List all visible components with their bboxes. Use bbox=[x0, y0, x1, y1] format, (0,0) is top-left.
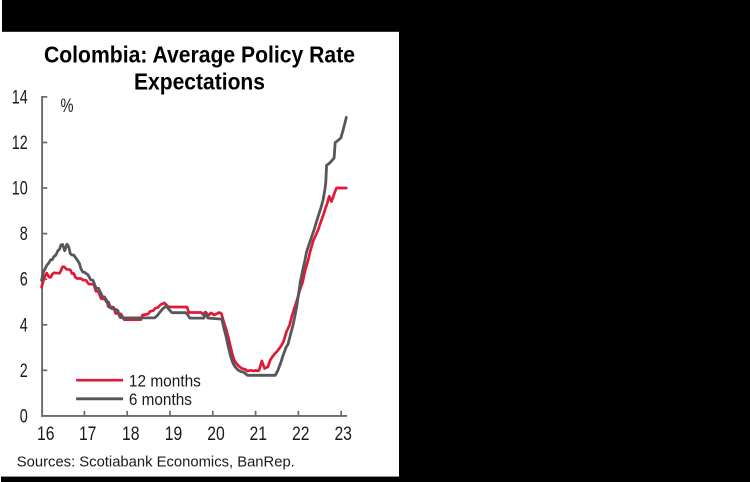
svg-text:18: 18 bbox=[122, 424, 140, 445]
svg-text:19: 19 bbox=[165, 424, 183, 445]
svg-text:6 months: 6 months bbox=[129, 390, 192, 409]
svg-text:21: 21 bbox=[250, 424, 268, 445]
svg-text:Expectations: Expectations bbox=[134, 68, 265, 94]
svg-text:17: 17 bbox=[79, 424, 97, 445]
svg-text:20: 20 bbox=[207, 424, 225, 445]
svg-text:14: 14 bbox=[12, 87, 28, 108]
svg-text:Colombia: Average Policy Rate: Colombia: Average Policy Rate bbox=[44, 42, 355, 68]
svg-text:16: 16 bbox=[37, 424, 55, 445]
svg-text:2: 2 bbox=[20, 361, 28, 382]
svg-text:0: 0 bbox=[20, 406, 28, 427]
svg-text:Sources: Scotiabank Economics,: Sources: Scotiabank Economics, BanRep. bbox=[17, 454, 295, 470]
svg-text:4: 4 bbox=[20, 315, 28, 336]
svg-text:22: 22 bbox=[292, 424, 310, 445]
svg-text:8: 8 bbox=[20, 224, 28, 245]
svg-text:%: % bbox=[61, 96, 74, 117]
svg-text:6: 6 bbox=[20, 270, 28, 291]
svg-text:10: 10 bbox=[12, 179, 28, 200]
svg-text:23: 23 bbox=[334, 424, 352, 445]
svg-text:12: 12 bbox=[12, 133, 28, 154]
svg-text:12 months: 12 months bbox=[129, 371, 201, 390]
